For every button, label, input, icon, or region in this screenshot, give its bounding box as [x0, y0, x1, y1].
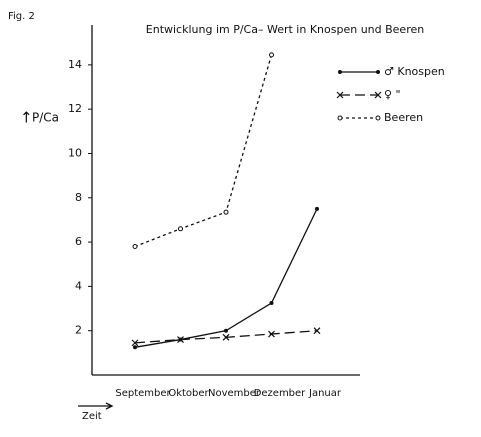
marker [313, 327, 321, 335]
y-arrow: ↑ [20, 109, 33, 127]
marker [223, 209, 229, 215]
time-arrow-head [105, 402, 114, 410]
y-tick-label: 4 [75, 279, 82, 292]
x-tick-label: Dezember [254, 388, 306, 399]
marker [178, 226, 183, 232]
y-tick-label: 2 [75, 324, 82, 337]
y-axis-label: P/Ca [32, 111, 59, 125]
x-axis-label: Zeit [82, 411, 102, 422]
legend-label: ♂ Knospen [384, 65, 445, 78]
marker [375, 115, 381, 121]
x-tick-label: November [208, 388, 261, 399]
marker [131, 339, 139, 347]
marker [222, 333, 230, 341]
x-tick-label: September [115, 388, 171, 399]
marker [133, 345, 137, 350]
marker [338, 70, 342, 74]
marker [268, 330, 275, 338]
marker [374, 91, 382, 99]
series-line [134, 208, 318, 348]
marker [132, 244, 138, 250]
marker [269, 52, 274, 58]
chart-title: Entwicklung im P/Ca– Wert in Knospen und… [146, 23, 424, 36]
x-tick-label: Oktober [168, 388, 209, 399]
y-tick-label: 8 [75, 191, 82, 204]
marker [269, 301, 274, 306]
legend-label: Beeren [384, 111, 423, 124]
x-tick-label: Januar [308, 388, 342, 399]
legend-label: ♀ " [384, 88, 401, 101]
y-tick-label: 14 [68, 58, 82, 71]
marker [315, 206, 319, 211]
marker [224, 328, 228, 333]
series-line [134, 54, 273, 248]
marker [336, 91, 344, 99]
y-tick-label: 12 [68, 102, 82, 115]
marker [337, 115, 343, 121]
marker [376, 70, 380, 74]
figure-label: Fig. 2 [8, 11, 35, 22]
y-tick-label: 6 [75, 235, 82, 248]
marker [177, 336, 184, 343]
y-tick-label: 10 [68, 146, 82, 159]
